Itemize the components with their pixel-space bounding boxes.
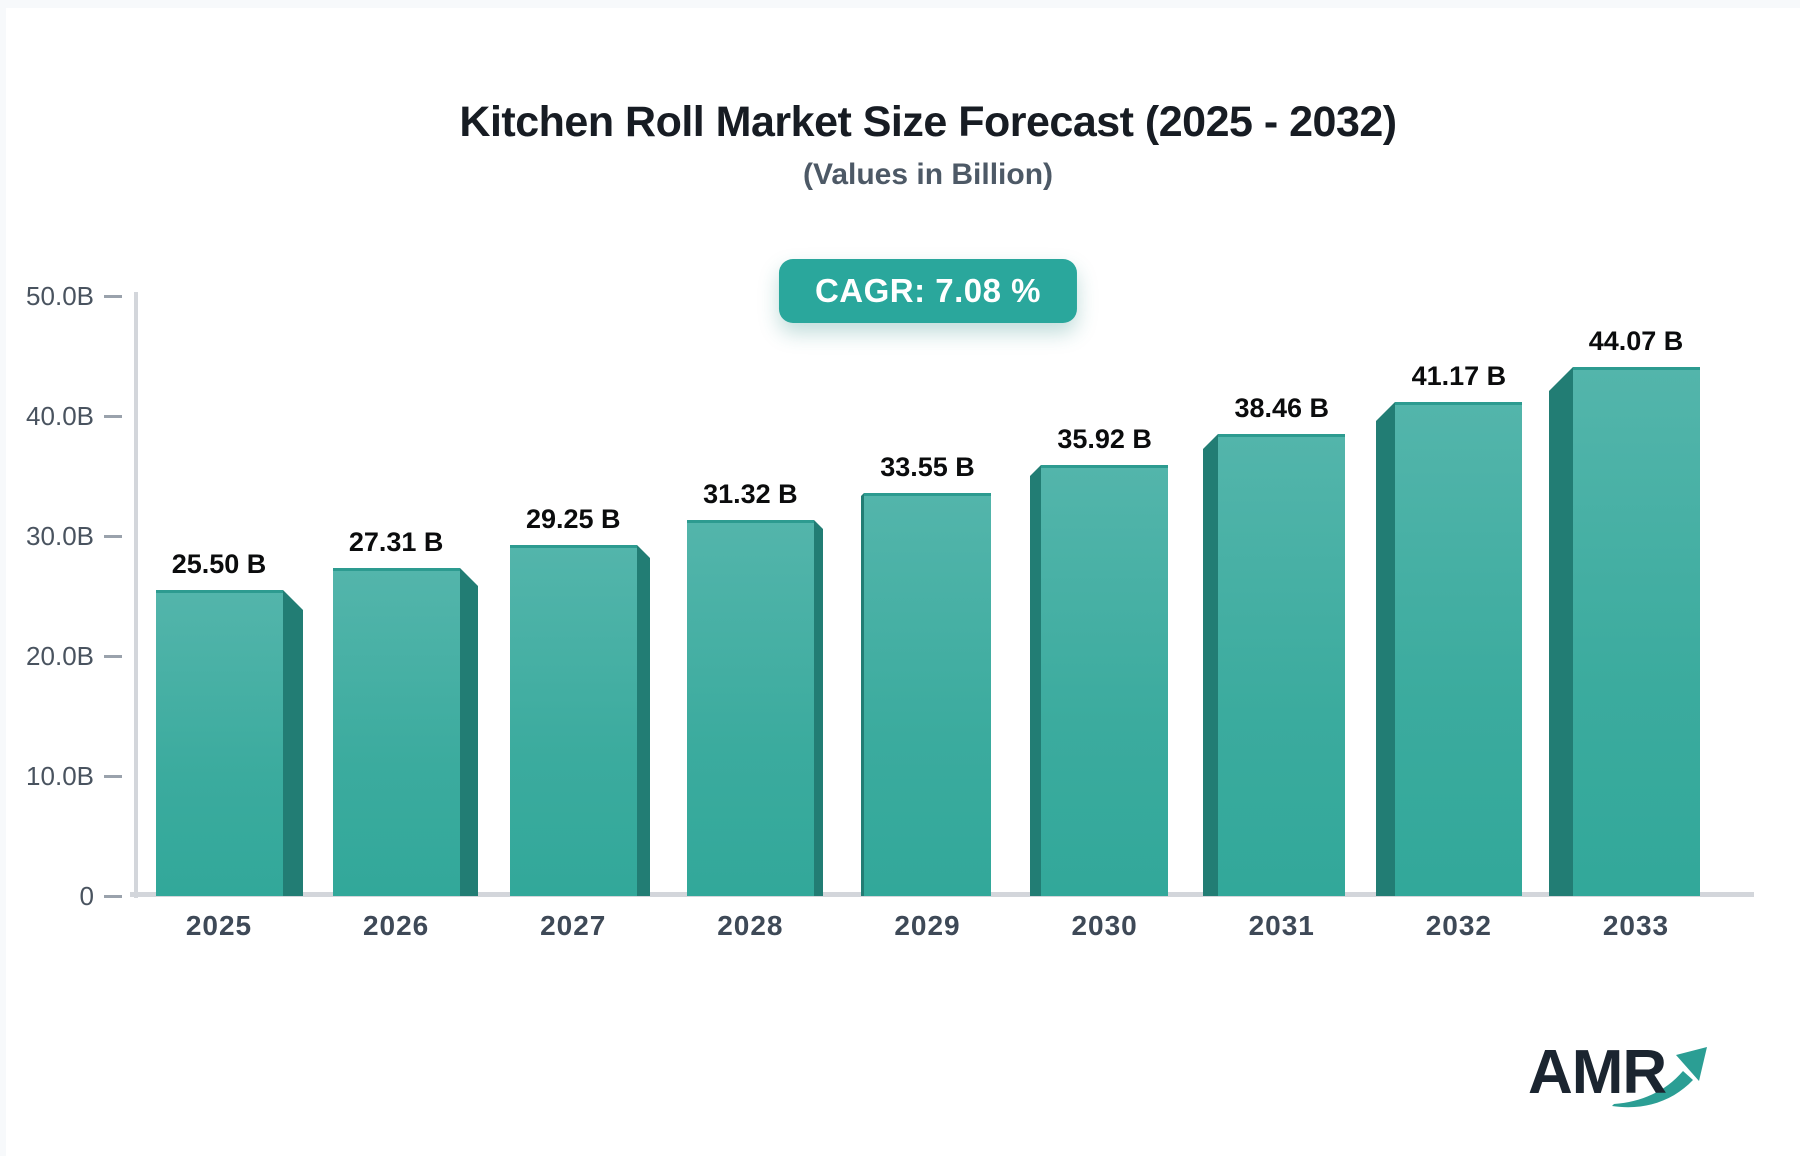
bar-side <box>1203 434 1218 896</box>
bar-value-label: 29.25 B <box>525 504 621 534</box>
y-axis-tick-label: 50.0B <box>26 281 94 311</box>
bar-2026 <box>333 568 460 896</box>
y-axis-tick-label: 10.0B <box>26 761 94 791</box>
amr-logo: AMR <box>1528 1038 1707 1108</box>
chart-subtitle: (Values in Billion) <box>802 158 1054 191</box>
bar-side <box>1549 367 1573 896</box>
bar-value-label: 35.92 B <box>1057 424 1152 454</box>
growth-arrow-head-icon <box>1676 1047 1707 1081</box>
x-axis-label-2030: 2030 <box>1071 910 1138 941</box>
y-axis-tick <box>104 294 122 298</box>
y-axis-tick <box>104 774 122 778</box>
growth-arrow-swoosh-icon <box>1612 1071 1693 1108</box>
x-axis-label-2033: 2033 <box>1602 910 1670 941</box>
bar-2025 <box>156 590 283 896</box>
x-axis-label-2029: 2029 <box>894 910 961 941</box>
bar-side <box>861 493 864 896</box>
x-axis-label-2031: 2031 <box>1248 910 1315 941</box>
y-axis-tick <box>104 414 122 418</box>
y-axis-line <box>134 292 138 898</box>
y-axis-tick-label: 20.0B <box>26 641 94 671</box>
bar-value-label: 38.46 B <box>1234 393 1330 423</box>
y-axis-tick <box>104 534 122 538</box>
bar-value-label: 44.07 B <box>1588 326 1684 356</box>
bar-side <box>1030 465 1041 896</box>
y-axis-tick-label: 0 <box>79 881 94 911</box>
bar-value-label: 33.55 B <box>880 452 975 482</box>
bar-2030 <box>1041 465 1168 896</box>
x-axis-label-2027: 2027 <box>540 910 607 941</box>
bar-value-label: 25.50 B <box>171 549 267 579</box>
bar-value-label: 31.32 B <box>703 479 798 509</box>
cagr-badge: CAGR: 7.08 % <box>778 259 1078 323</box>
bar-2029 <box>864 493 991 896</box>
y-axis-tick <box>104 654 122 658</box>
bar-2031 <box>1218 434 1345 896</box>
bar-value-label: 41.17 B <box>1411 361 1507 391</box>
chart-title: Kitchen Roll Market Size Forecast (2025 … <box>459 98 1397 146</box>
bar-2028 <box>687 520 814 896</box>
bar-side <box>283 590 303 896</box>
bar-side <box>814 520 823 896</box>
y-axis-tick-label: 30.0B <box>26 521 94 551</box>
bar-side <box>460 568 478 896</box>
bar-2033 <box>1573 367 1700 896</box>
bar-value-label: 27.31 B <box>348 527 444 557</box>
x-axis-label-2032: 2032 <box>1425 910 1493 941</box>
y-axis-tick-label: 40.0B <box>26 401 94 431</box>
bar-2032 <box>1395 402 1522 896</box>
bar-side <box>1376 402 1395 896</box>
y-axis-tick <box>104 894 122 898</box>
bar-2027 <box>510 545 637 896</box>
x-axis-label-2025: 2025 <box>185 910 253 941</box>
bar-side <box>637 545 650 896</box>
x-axis-label-2028: 2028 <box>717 910 784 941</box>
x-axis-label-2026: 2026 <box>362 910 430 941</box>
amr-logo-text: AMR <box>1528 1038 1666 1107</box>
